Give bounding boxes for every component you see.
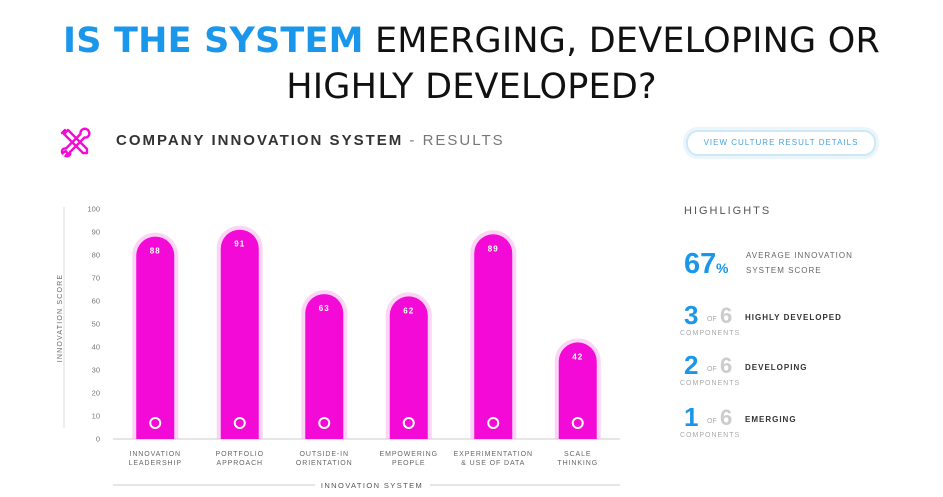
x-axis-label: INNOVATION SYSTEM: [321, 481, 423, 490]
emerging-total: 6: [720, 405, 733, 430]
bar-value-label: 89: [488, 244, 499, 253]
highly-developed-total: 6: [720, 303, 733, 328]
y-tick-label: 30: [92, 366, 100, 375]
highlights-panel: HIGHLIGHTS 67 % AVERAGE INNOVATION SYSTE…: [680, 200, 930, 460]
bar: [558, 342, 597, 439]
emerging-count: 1: [684, 402, 699, 432]
section-title: COMPANY INNOVATION SYSTEM - RESULTS: [116, 132, 505, 149]
x-category-label: EMPOWERING: [380, 451, 438, 458]
hand-icon: [402, 417, 415, 429]
y-tick-label: 60: [92, 297, 100, 306]
components-label: COMPONENTS: [680, 432, 741, 439]
y-tick-label: 20: [92, 389, 100, 398]
highlights-title: HIGHLIGHTS: [684, 205, 772, 217]
highly-developed-stat: 3 OF 6 HIGHLY DEVELOPED COMPONENTS: [680, 300, 930, 340]
components-label: COMPONENTS: [680, 380, 741, 387]
average-score-stat: 67 % AVERAGE INNOVATION SYSTEM SCORE: [680, 248, 930, 288]
bar: [220, 229, 259, 439]
developing-label: DEVELOPING: [745, 363, 808, 372]
section-title-main: COMPANY INNOVATION SYSTEM: [116, 132, 404, 149]
pie-chart-icon: [233, 417, 246, 429]
y-tick-label: 90: [92, 228, 100, 237]
results-header: COMPANY INNOVATION SYSTEM - RESULTS VIEW…: [54, 118, 884, 166]
developing-total: 6: [720, 353, 733, 378]
bar-value-label: 88: [150, 247, 161, 256]
developing-count: 2: [684, 350, 699, 380]
y-tick-label: 0: [96, 435, 100, 444]
of-label: OF: [707, 316, 717, 323]
bar: [474, 234, 513, 439]
y-axis-label: INNOVATION SCORE: [57, 274, 64, 363]
y-tick-label: 40: [92, 343, 100, 352]
average-score-desc-line2: SYSTEM SCORE: [746, 266, 822, 275]
magnifier-icon: [318, 417, 331, 429]
innovation-chart: INNOVATION SCORE 0 10 20 30 40 50 60 70 80 90 100 88…: [0, 190, 640, 497]
x-category-label: PORTFOLIO: [216, 451, 264, 458]
of-label: OF: [707, 418, 717, 425]
y-tick-label: 70: [92, 274, 100, 283]
headline-line-1: IS THE SYSTEM EMERGING, DEVELOPING OR: [0, 18, 943, 64]
x-category-label: EXPERIMENTATION: [454, 451, 533, 458]
y-tick-label: 100: [87, 205, 100, 214]
highly-developed-count: 3: [684, 300, 699, 330]
x-category-label: OUTSIDE-IN: [300, 451, 349, 458]
average-score-description: AVERAGE INNOVATION SYSTEM SCORE: [746, 248, 866, 278]
bar-chart: INNOVATION SCORE 0 10 20 30 40 50 60 70 80 90 100 88…: [57, 205, 620, 490]
y-tick-label: 80: [92, 251, 100, 260]
headline-accent: IS THE SYSTEM: [63, 21, 364, 61]
tools-icon: [60, 127, 91, 158]
bar-value-label: 91: [234, 240, 245, 249]
section-title-sub: - RESULTS: [403, 132, 505, 149]
bar: [389, 296, 428, 439]
of-label: OF: [707, 366, 717, 373]
x-category-label: APPROACH: [217, 460, 264, 467]
x-category-label: THINKING: [557, 460, 598, 467]
y-tick-label: 50: [92, 320, 100, 329]
view-culture-results-button[interactable]: VIEW CULTURE RESULT DETAILS: [686, 130, 876, 156]
x-category-label: ORIENTATION: [296, 460, 353, 467]
microscope-icon: [487, 417, 500, 429]
bar: [305, 294, 344, 439]
bar-value-label: 62: [403, 306, 414, 315]
x-category-label: SCALE: [564, 451, 591, 458]
bar-value-label: 63: [319, 304, 330, 313]
y-tick-label: 10: [92, 412, 100, 421]
headline-line-2: HIGHLY DEVELOPED?: [286, 67, 657, 107]
emerging-label: EMERGING: [745, 415, 797, 424]
emerging-stat: 1 OF 6 EMERGING COMPONENTS: [680, 402, 930, 442]
x-category-label: & USE OF DATA: [461, 460, 525, 467]
average-score-desc-line1: AVERAGE INNOVATION: [746, 251, 853, 260]
headline-rest: EMERGING, DEVELOPING OR: [363, 21, 880, 61]
headline: IS THE SYSTEM EMERGING, DEVELOPING OR HI…: [0, 18, 943, 110]
average-score-unit: %: [716, 260, 729, 276]
developing-stat: 2 OF 6 DEVELOPING COMPONENTS: [680, 350, 930, 390]
bar: [136, 236, 175, 439]
x-category-label: INNOVATION: [129, 451, 181, 458]
x-category-label: LEADERSHIP: [129, 460, 182, 467]
highly-developed-label: HIGHLY DEVELOPED: [745, 313, 842, 322]
expand-arrows-icon: [571, 417, 584, 429]
leader-icon: [149, 417, 162, 429]
bar-value-label: 42: [572, 352, 583, 361]
average-score-value: 67: [684, 248, 717, 280]
components-label: COMPONENTS: [680, 330, 741, 337]
x-category-label: PEOPLE: [392, 460, 425, 467]
